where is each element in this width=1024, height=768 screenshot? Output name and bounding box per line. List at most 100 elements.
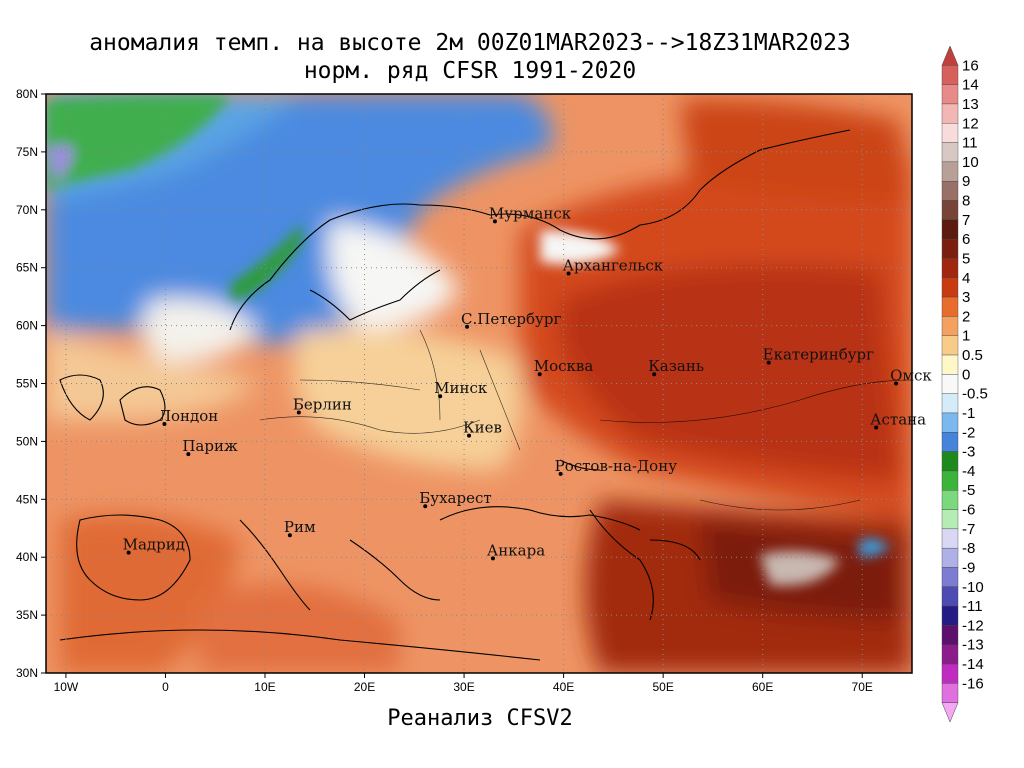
city-label: Киев xyxy=(463,419,502,437)
colorbar-swatch xyxy=(941,65,959,85)
city-label: Лондон xyxy=(158,407,218,425)
city-label: Минск xyxy=(434,379,488,397)
colorbar-swatch xyxy=(941,528,959,549)
colorbar-label: -9 xyxy=(962,559,975,576)
city-dot xyxy=(874,425,879,430)
colorbar-swatch xyxy=(941,490,959,510)
lat-tick-label: 60N xyxy=(16,319,38,333)
colorbar-swatch xyxy=(941,219,959,240)
colorbar-swatch xyxy=(941,702,959,723)
city-label: Ростов-на-Дону xyxy=(555,457,678,475)
colorbar-swatch xyxy=(941,432,959,452)
colorbar-label: -16 xyxy=(962,675,984,692)
city-dot xyxy=(894,381,899,386)
lat-tick-label: 65N xyxy=(16,261,38,275)
colorbar-swatch xyxy=(941,509,959,530)
city-dot xyxy=(296,410,301,415)
lon-tick-label: 30E xyxy=(453,680,474,694)
colorbar-swatch xyxy=(941,142,959,163)
lat-tick-label: 55N xyxy=(16,377,38,391)
colorbar-label: 0.5 xyxy=(962,347,983,364)
colorbar-swatch xyxy=(941,316,959,336)
colorbar-label: 14 xyxy=(962,77,979,94)
colorbar-swatch xyxy=(941,238,959,259)
city-label: Рим xyxy=(284,518,316,536)
colorbar-swatch xyxy=(941,103,959,124)
lon-tick-label: 70E xyxy=(852,680,873,694)
city-dot xyxy=(438,394,443,399)
colorbar-label: -5 xyxy=(962,482,975,499)
colorbar-swatch xyxy=(941,180,959,201)
colorbar: 16 14 13 12 11 10 9 8 7 6 5 4 3 2 1 0.5 0 -0.5 -1 -2 -3 -4 -5 -… xyxy=(941,45,988,723)
colorbar-label: 16 xyxy=(962,57,979,74)
colorbar-swatch xyxy=(941,200,959,221)
colorbar-label: 12 xyxy=(962,115,979,132)
colorbar-label: -10 xyxy=(962,579,984,596)
colorbar-label: 9 xyxy=(962,173,970,190)
lon-tick-label: 60E xyxy=(752,680,773,694)
map-title-line-2: норм. ряд CFSR 1991-2020 xyxy=(303,58,637,84)
colorbar-swatch xyxy=(941,625,959,645)
city-dot xyxy=(465,324,470,329)
colorbar-label: 2 xyxy=(962,308,970,325)
colorbar-label: 13 xyxy=(962,96,979,113)
colorbar-label: -2 xyxy=(962,424,975,441)
city-markers: Мурманск Архангельск С.Петербург Москва Каза… xyxy=(123,204,932,561)
colorbar-label: -0.5 xyxy=(962,386,988,403)
colorbar-label: -7 xyxy=(962,521,975,538)
temperature-anomaly-field xyxy=(46,94,912,673)
lat-tick-label: 50N xyxy=(16,434,38,448)
colorbar-label: -6 xyxy=(962,502,975,519)
city-label: Екатеринбург xyxy=(763,346,874,364)
colorbar-label: 6 xyxy=(962,231,970,248)
city-label: Бухарест xyxy=(419,489,491,507)
colorbar-swatch xyxy=(941,354,959,375)
lon-tick-label: 40E xyxy=(553,680,574,694)
colorbar-label: 10 xyxy=(962,154,979,171)
lon-tick-label: 10W xyxy=(54,680,79,694)
city-label: Берлин xyxy=(293,395,352,413)
map-title-line-1: аномалия темп. на высоте 2м 00Z01MAR2023… xyxy=(89,30,851,56)
city-label: Мадрид xyxy=(123,536,185,554)
city-dot xyxy=(287,533,292,538)
lon-tick-label: 10E xyxy=(254,680,275,694)
colorbar-swatch xyxy=(941,84,959,105)
colorbar-swatch xyxy=(941,663,959,684)
lat-tick-label: 30N xyxy=(16,666,38,680)
lat-tick-label: 35N xyxy=(16,608,38,622)
colorbar-label: -12 xyxy=(962,617,984,634)
colorbar-label: -13 xyxy=(962,637,984,654)
city-dot xyxy=(537,372,542,377)
coastlines xyxy=(59,129,851,661)
city-label: Астана xyxy=(870,411,926,429)
city-dot xyxy=(467,433,472,438)
city-dot xyxy=(186,452,191,457)
city-label: Анкара xyxy=(487,541,545,559)
city-label: Омск xyxy=(890,367,932,385)
colorbar-label: -4 xyxy=(962,463,975,480)
borders xyxy=(259,329,911,511)
colorbar-label: 11 xyxy=(962,135,978,152)
colorbar-label: 8 xyxy=(962,193,970,210)
lon-tick-label: 20E xyxy=(354,680,375,694)
city-dot xyxy=(492,219,497,224)
colorbar-swatch xyxy=(941,393,959,414)
colorbar-label: -1 xyxy=(962,405,975,422)
colorbar-swatch xyxy=(941,296,959,317)
colorbar-swatch xyxy=(941,547,959,568)
colorbar-swatch xyxy=(941,277,959,298)
lat-tick-label: 75N xyxy=(16,145,38,159)
colorbar-swatch xyxy=(941,683,959,703)
city-label: Москва xyxy=(534,357,594,375)
city-label: Мурманск xyxy=(489,204,572,222)
colorbar-label: 0 xyxy=(962,366,970,383)
map-axes: 80N 75N 70N 65N 60N 55N 50N 45N 40N 35N 30N 10W 0 10E… xyxy=(16,87,873,694)
colorbar-swatch xyxy=(941,412,959,433)
colorbar-swatch xyxy=(941,258,959,278)
lat-tick-label: 40N xyxy=(16,550,38,564)
lon-tick-label: 50E xyxy=(652,680,673,694)
lat-tick-label: 45N xyxy=(16,492,38,506)
colorbar-label: 4 xyxy=(962,270,970,287)
data-source-label: Реанализ CFSV2 xyxy=(387,706,573,731)
